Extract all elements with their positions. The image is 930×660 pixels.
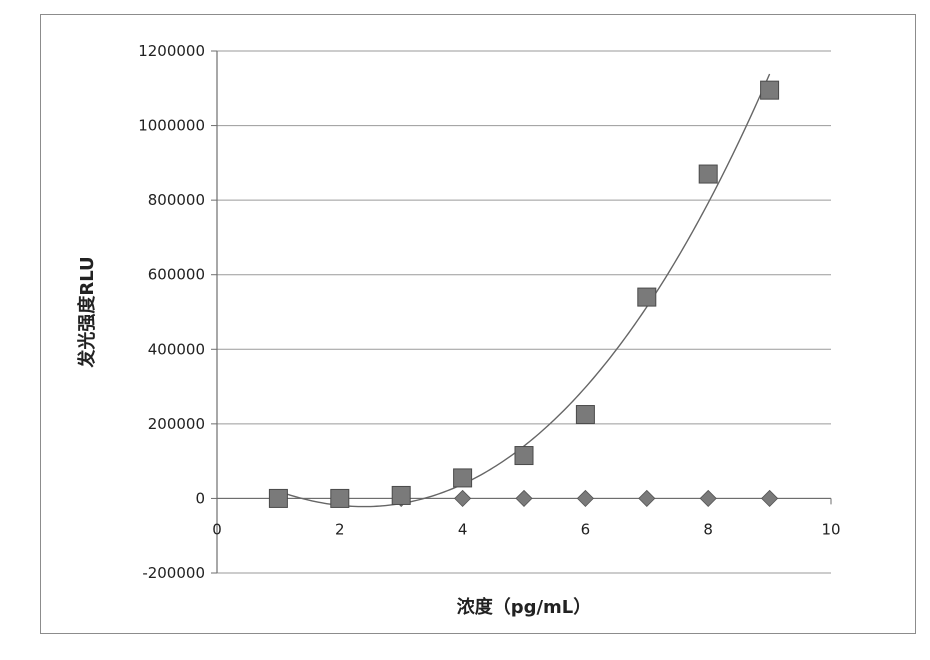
y-tick-label: 1200000 xyxy=(138,42,205,60)
chart-frame: -200000 0 200000 400000 600000 800000 1000000 1… xyxy=(40,14,916,634)
trendline xyxy=(278,74,769,507)
diamond-point xyxy=(700,490,716,506)
tick-labels: -200000 0 200000 400000 600000 800000 1000000 1… xyxy=(138,42,840,582)
x-tick-label: 0 xyxy=(212,520,222,538)
y-tick-label: 800000 xyxy=(148,191,205,209)
data-marks xyxy=(269,81,778,507)
square-point xyxy=(269,489,287,507)
y-tick-label: -200000 xyxy=(142,564,205,582)
square-point xyxy=(638,288,656,306)
y-tick-label: 200000 xyxy=(148,415,205,433)
y-axis-title: 发光强度RLU xyxy=(76,256,98,368)
x-tick-label: 6 xyxy=(581,520,591,538)
square-point xyxy=(699,165,717,183)
diamond-point xyxy=(455,490,471,506)
square-point xyxy=(576,406,594,424)
square-point xyxy=(761,81,779,99)
x-tick-label: 4 xyxy=(458,520,468,538)
x-tick-label: 2 xyxy=(335,520,345,538)
x-axis-title: 浓度（pg/mL） xyxy=(457,596,592,618)
square-point xyxy=(454,469,472,487)
diamond-point xyxy=(577,490,593,506)
y-tick-label: 0 xyxy=(195,489,205,507)
scatter-chart: -200000 0 200000 400000 600000 800000 1000000 1… xyxy=(41,15,917,635)
x-tick-label: 8 xyxy=(703,520,713,538)
square-point xyxy=(515,447,533,465)
square-point xyxy=(331,489,349,507)
y-tick-label: 400000 xyxy=(148,340,205,358)
diamond-point xyxy=(762,490,778,506)
trendline-layer xyxy=(278,74,769,507)
diamond-point xyxy=(516,490,532,506)
y-tick-label: 600000 xyxy=(148,266,205,284)
diamond-point xyxy=(639,490,655,506)
x-tick-label: 10 xyxy=(821,520,840,538)
square-point xyxy=(392,486,410,504)
y-tick-label: 1000000 xyxy=(138,117,205,135)
